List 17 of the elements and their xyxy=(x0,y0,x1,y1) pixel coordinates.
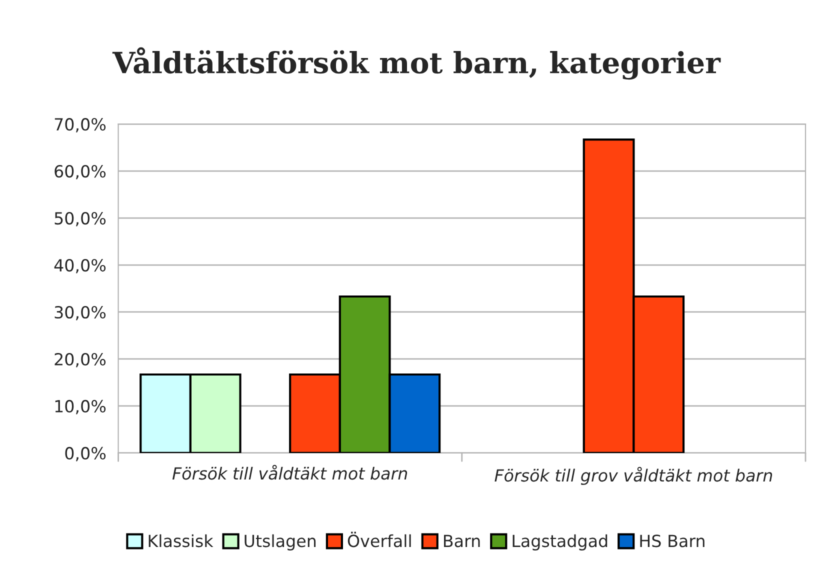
x-tick-label: Försök till våldtäkt mot barn xyxy=(172,464,408,480)
y-tick-label: 30,0% xyxy=(54,306,106,320)
y-tick-label: 0,0% xyxy=(65,446,106,462)
chart-title: Våldtäktsförsök mot barn, kategorier xyxy=(112,47,721,80)
y-tick-label: 50,0% xyxy=(54,212,106,226)
legend-label: Utslagen xyxy=(244,534,316,550)
y-tick-label: 70,0% xyxy=(54,118,106,132)
legend-label: Lagstadgad xyxy=(512,534,608,550)
y-tick-label: 60,0% xyxy=(54,165,106,180)
legend-label: Överfall xyxy=(348,532,411,548)
y-tick-label: 20,0% xyxy=(54,352,106,368)
x-tick-label: Försök till grov våldtäkt mot barn xyxy=(494,466,772,485)
legend-label: Barn xyxy=(444,534,480,548)
legend-label: Klassisk xyxy=(148,534,214,548)
y-tick-label: 10,0% xyxy=(55,400,106,414)
y-tick-label: 40,0% xyxy=(54,258,106,274)
legend-label: HS Barn xyxy=(640,534,704,548)
